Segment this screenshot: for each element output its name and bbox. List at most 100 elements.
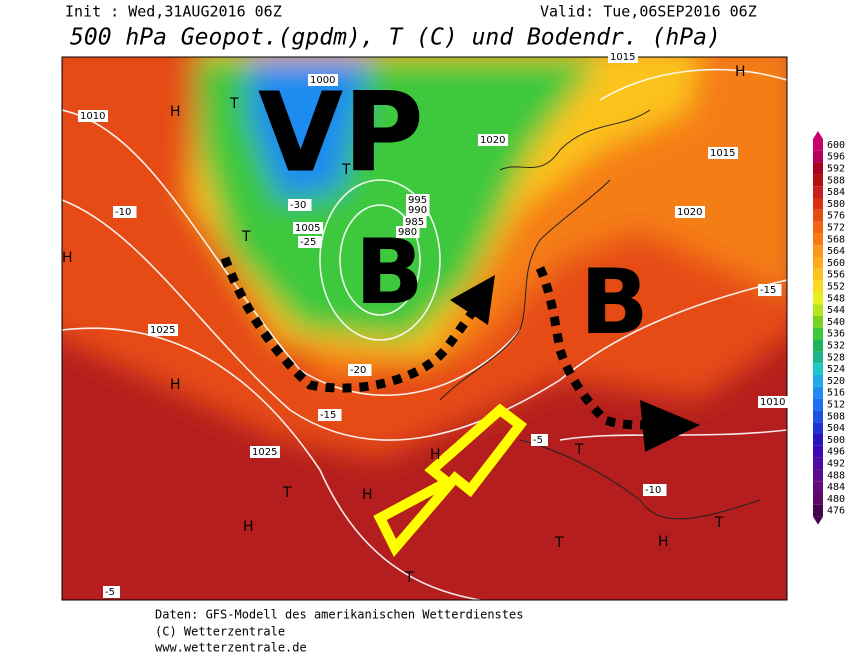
pressure-center: H xyxy=(62,250,73,266)
pressure-center: H xyxy=(243,519,254,535)
label-box xyxy=(758,284,782,296)
pressure-center: H xyxy=(362,487,373,503)
colorbar-label: 552 xyxy=(827,282,845,293)
isoline-label: 1010 xyxy=(760,397,785,408)
pressure-center: T xyxy=(282,485,292,501)
colorbar-swatch xyxy=(813,410,823,423)
label-box xyxy=(288,199,312,211)
isoline-label: 1000 xyxy=(310,75,335,86)
colorbar-swatch xyxy=(813,233,823,246)
isoline-label: 1010 xyxy=(80,111,105,122)
isoline-label: -15 xyxy=(320,410,336,421)
valid-text: Valid: Tue,06SEP2016 06Z xyxy=(540,3,757,21)
label-box xyxy=(318,409,342,421)
pressure-center: H xyxy=(735,64,746,80)
colorbar-label: 508 xyxy=(827,411,845,422)
isoline-label: -10 xyxy=(115,207,131,218)
pressure-center: T xyxy=(341,162,351,178)
colorbar-swatch xyxy=(813,457,823,470)
isoline-label: 1020 xyxy=(677,207,702,218)
isoline-label: 990 xyxy=(408,205,427,216)
colorbar-label: 484 xyxy=(827,482,845,493)
map xyxy=(62,57,787,600)
isoline-label: 985 xyxy=(405,217,424,228)
map-title: 500 hPa Geopot.(gpdm), T (C) und Bodendr… xyxy=(70,25,721,51)
colorbar-swatch xyxy=(813,280,823,293)
label-box xyxy=(608,51,638,63)
colorbar-swatch xyxy=(813,375,823,387)
colorbar-label: 596 xyxy=(827,152,845,163)
label-box xyxy=(531,434,548,446)
colorbar-label: 588 xyxy=(827,175,845,186)
low-annotation: B xyxy=(355,220,424,325)
colorbar-swatch xyxy=(813,186,823,198)
colorbar-label: 536 xyxy=(827,329,845,340)
colorbar-swatch xyxy=(813,198,823,210)
overlay-drawing xyxy=(220,256,700,557)
vp-annotation: VP xyxy=(258,68,424,196)
colorbar-swatch xyxy=(813,316,823,328)
colorbar-label: 480 xyxy=(827,494,845,505)
label-box xyxy=(708,147,738,159)
isoline-label: -15 xyxy=(760,285,776,296)
colorbar-swatch xyxy=(813,245,823,257)
label-box xyxy=(78,110,108,122)
footer-line: (C) Wetterzentrale xyxy=(155,625,285,639)
colorbar-swatch xyxy=(813,292,823,305)
colorbar-label: 544 xyxy=(827,305,845,316)
colorbar-label: 492 xyxy=(827,459,845,470)
footer-line: Daten: GFS-Modell des amerikanischen Wet… xyxy=(155,608,523,622)
colorbar-label: 600 xyxy=(827,140,845,151)
label-box xyxy=(293,222,323,234)
colorbar-swatch xyxy=(813,150,823,163)
label-box xyxy=(406,204,430,216)
label-box xyxy=(675,206,705,218)
label-box xyxy=(148,324,178,336)
isoline-label: 980 xyxy=(398,227,417,238)
colorbar-swatch xyxy=(813,339,823,352)
isoline-label: 1025 xyxy=(150,325,175,336)
colorbar-label: 500 xyxy=(827,435,845,446)
pressure-center: T xyxy=(554,535,564,551)
isoline-label: -25 xyxy=(300,237,316,248)
colorbar-label: 584 xyxy=(827,187,845,198)
colorbar-swatch xyxy=(813,209,823,222)
colorbar-swatch xyxy=(813,386,823,399)
colorbar-swatch xyxy=(813,257,823,269)
colorbar-swatch xyxy=(813,469,823,482)
pressure-center: T xyxy=(574,442,584,458)
pressure-center: T xyxy=(229,96,239,112)
colorbar-swatch xyxy=(813,422,823,434)
label-box xyxy=(396,226,420,238)
colorbar-swatch xyxy=(813,304,823,316)
colorbar-swatch xyxy=(813,445,823,458)
colorbar-label: 524 xyxy=(827,364,845,375)
colorbar-label: 520 xyxy=(827,376,845,387)
footer-line: www.wetterzentrale.de xyxy=(155,641,307,655)
colorbar-label: 504 xyxy=(827,423,845,434)
label-box xyxy=(308,74,338,86)
colorbar-swatch xyxy=(813,139,823,151)
colorbar-label: 476 xyxy=(827,506,845,517)
label-box xyxy=(250,446,280,458)
colorbar-swatch xyxy=(813,268,823,281)
colorbar-label: 572 xyxy=(827,223,845,234)
colorbar-swatch xyxy=(813,481,823,493)
colorbar-label: 592 xyxy=(827,164,845,175)
pressure-center: T xyxy=(241,229,251,245)
label-box xyxy=(758,396,788,408)
colorbar-swatch xyxy=(813,351,823,364)
colorbar-swatch xyxy=(813,174,823,187)
isoline-label: 1015 xyxy=(710,148,735,159)
colorbar-label: 564 xyxy=(827,246,845,257)
isoline-label: -20 xyxy=(350,365,366,376)
pressure-center: T xyxy=(404,570,414,586)
pressure-center: H xyxy=(430,447,441,463)
colorbar-label: 548 xyxy=(827,293,845,304)
pressure-center: H xyxy=(658,534,669,550)
colorbar-swatch xyxy=(813,398,823,411)
colorbar-label: 512 xyxy=(827,400,845,411)
colorbar-label: 516 xyxy=(827,388,845,399)
pressure-center: H xyxy=(170,104,181,120)
